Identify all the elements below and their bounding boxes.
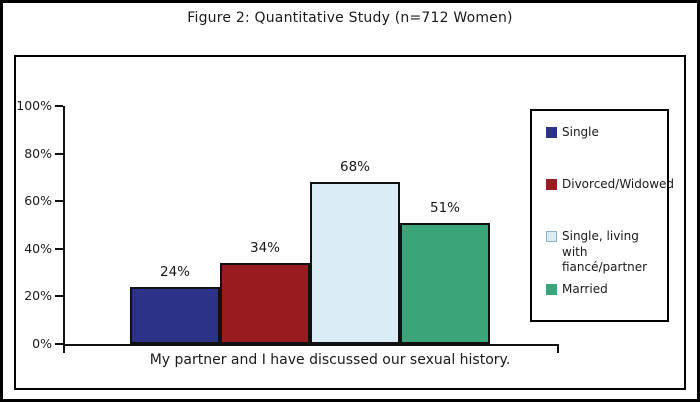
figure-title: Figure 2: Quantitative Study (n=712 Wome… xyxy=(187,10,513,26)
y-tick-label-80: 80% xyxy=(24,146,52,161)
y-tick-0 xyxy=(55,343,63,345)
bar-value-label-divorced-widowed: 34% xyxy=(249,240,281,256)
legend-label-single-living-with-fianc-partner: Single, living with fiancé/partner xyxy=(562,229,648,275)
bar-value-label-married: 51% xyxy=(429,200,461,216)
y-tick-60 xyxy=(55,200,63,202)
legend-item-divorced-widowed: Divorced/Widowed xyxy=(546,177,674,193)
legend-item-single: Single xyxy=(546,125,599,141)
legend-swatch-divorced-widowed xyxy=(546,179,557,190)
y-tick-label-20: 20% xyxy=(24,288,52,303)
bar-single xyxy=(130,287,220,344)
y-axis-line xyxy=(63,344,65,353)
bar-value-label-single: 24% xyxy=(159,264,191,280)
y-tick-label-40: 40% xyxy=(24,241,52,256)
legend-label-single: Single xyxy=(562,125,599,139)
y-tick-100 xyxy=(55,105,63,107)
legend-box: Single Divorced/Widowed Single, living wit… xyxy=(530,109,674,322)
bar-married xyxy=(400,223,490,344)
legend-item-single-living-with-fianc-partner: Single, living with fiancé/partner xyxy=(546,229,666,276)
y-tick-20 xyxy=(55,295,63,297)
y-tick-label-0: 0% xyxy=(32,336,52,351)
bar-value-label-single-living-with-fianc-partner: 68% xyxy=(339,159,371,175)
plot-area: 24% 34% 68% 51% xyxy=(63,106,559,353)
x-axis-end-tick xyxy=(557,346,559,353)
bar-divorced-widowed xyxy=(220,263,310,344)
y-tick-40 xyxy=(55,248,63,250)
legend-label-divorced-widowed: Divorced/Widowed xyxy=(562,177,675,191)
legend-swatch-married xyxy=(546,284,557,295)
bar-single-living-with-fianc-partner xyxy=(310,182,400,344)
legend-swatch-single-living-with-fianc-partner xyxy=(546,231,557,242)
y-tick-label-60: 60% xyxy=(24,193,52,208)
y-tick-label-100: 100% xyxy=(16,98,52,113)
legend-label-married: Married xyxy=(562,282,608,296)
legend-swatch-single xyxy=(546,127,557,138)
legend-item-married: Married xyxy=(546,282,608,298)
x-axis-caption: My partner and I have discussed our sexu… xyxy=(149,352,511,368)
y-tick-80 xyxy=(55,153,63,155)
chart-box: 24% 34% 68% 51% 0% 20% 40% 60% 80% 100% My partn… xyxy=(14,55,686,390)
